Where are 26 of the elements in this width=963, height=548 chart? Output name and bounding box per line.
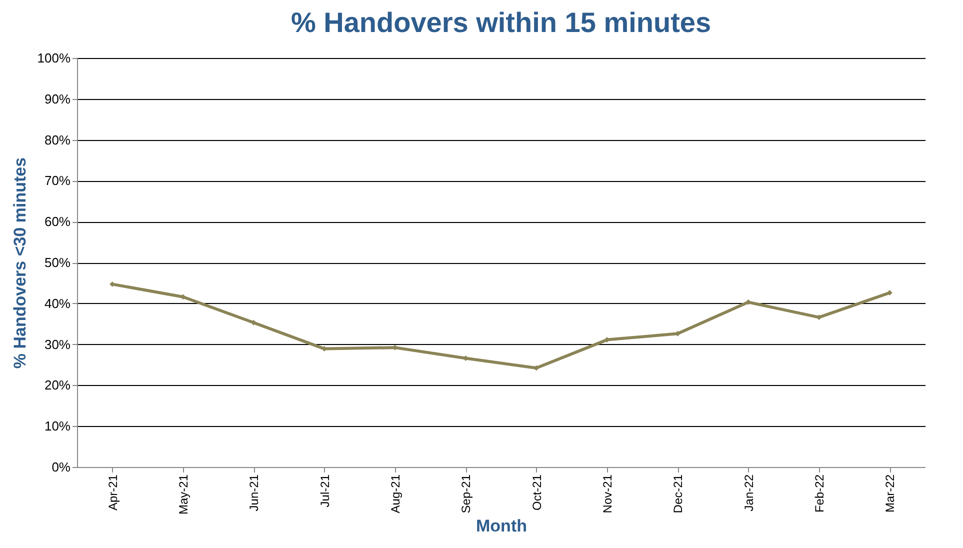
y-tick-label: 90%	[44, 91, 71, 106]
x-tick-label: Jun-21	[247, 474, 262, 512]
chart-title: % Handovers within 15 minutes	[290, 7, 712, 38]
x-tick-label: May-21	[176, 474, 190, 515]
y-tick-label: 60%	[44, 214, 71, 230]
y-tick-label: 100%	[37, 50, 71, 66]
x-tick-label: Nov-21	[600, 474, 614, 514]
y-tick-label: 0%	[52, 460, 71, 474]
x-tick-label: Jul-21	[318, 474, 332, 508]
y-tick-label: 30%	[44, 336, 71, 352]
x-axis-title: Month	[476, 516, 527, 536]
y-tick-label: 40%	[44, 296, 71, 311]
y-tick-label: 50%	[44, 255, 71, 270]
y-tick-label: 10%	[44, 418, 71, 434]
y-axis-title: % Handovers <30 minutes	[10, 157, 30, 369]
y-tick-label: 70%	[44, 173, 71, 188]
x-tick-label: Oct-21	[530, 474, 544, 511]
x-tick-label: Sep-21	[459, 474, 474, 514]
y-tick-label: 20%	[44, 378, 71, 393]
x-tick-label: Dec-21	[671, 474, 686, 514]
y-tick-label: 80%	[44, 132, 71, 148]
x-tick-label: Jan-22	[742, 474, 756, 512]
x-tick-label: Aug-21	[388, 474, 402, 514]
x-tick-label: Apr-21	[106, 474, 120, 511]
x-tick-label: Mar-22	[883, 474, 898, 513]
x-tick-label: Feb-22	[812, 474, 826, 513]
